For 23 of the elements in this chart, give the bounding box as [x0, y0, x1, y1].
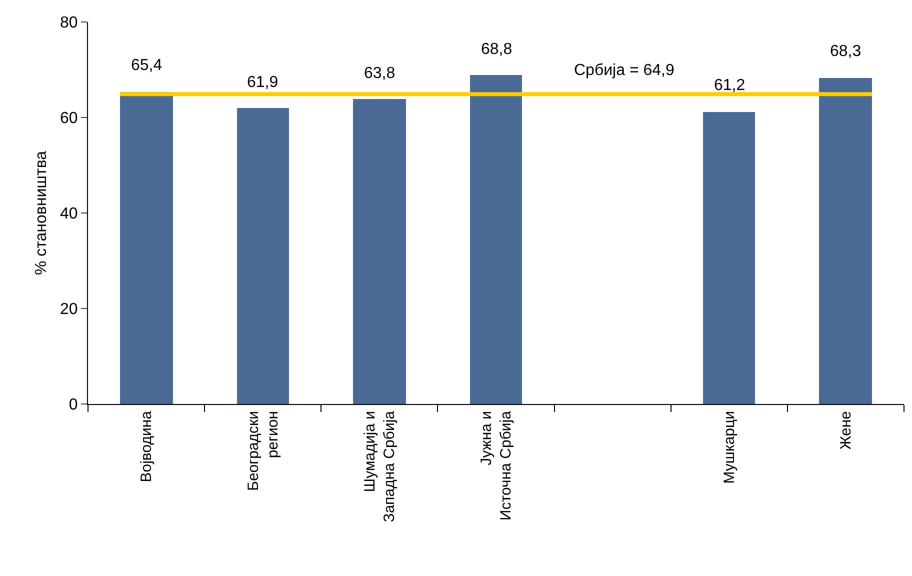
x-tick-label: Мушкарци — [721, 411, 738, 484]
data-label: 68,3 — [830, 43, 862, 60]
data-label: 68,8 — [481, 41, 512, 58]
bar — [353, 99, 406, 404]
bar — [703, 112, 755, 404]
bar — [819, 78, 872, 404]
y-tick-label: 20 — [60, 301, 78, 318]
y-tick-label: 80 — [60, 14, 78, 32]
y-tick-label: 40 — [60, 206, 78, 223]
bar — [237, 108, 289, 404]
x-tick-label: Београдски регион — [244, 411, 282, 491]
data-label: 61,2 — [714, 77, 746, 94]
bar — [470, 75, 522, 404]
y-axis-title: % становништва — [33, 150, 50, 276]
data-label: 63,8 — [364, 65, 396, 82]
y-tick-label: 60 — [60, 110, 78, 128]
data-label: 65,4 — [131, 57, 162, 74]
x-tick-label: Јужна и Источна Србија — [478, 410, 515, 520]
ref-line-label: Србија = 64,9 — [574, 62, 674, 79]
data-label: 61,9 — [247, 74, 278, 91]
y-tick-label: 0 — [68, 396, 78, 414]
x-tick-label: Војводина — [138, 410, 156, 482]
x-tick-label: Жене — [838, 411, 855, 450]
